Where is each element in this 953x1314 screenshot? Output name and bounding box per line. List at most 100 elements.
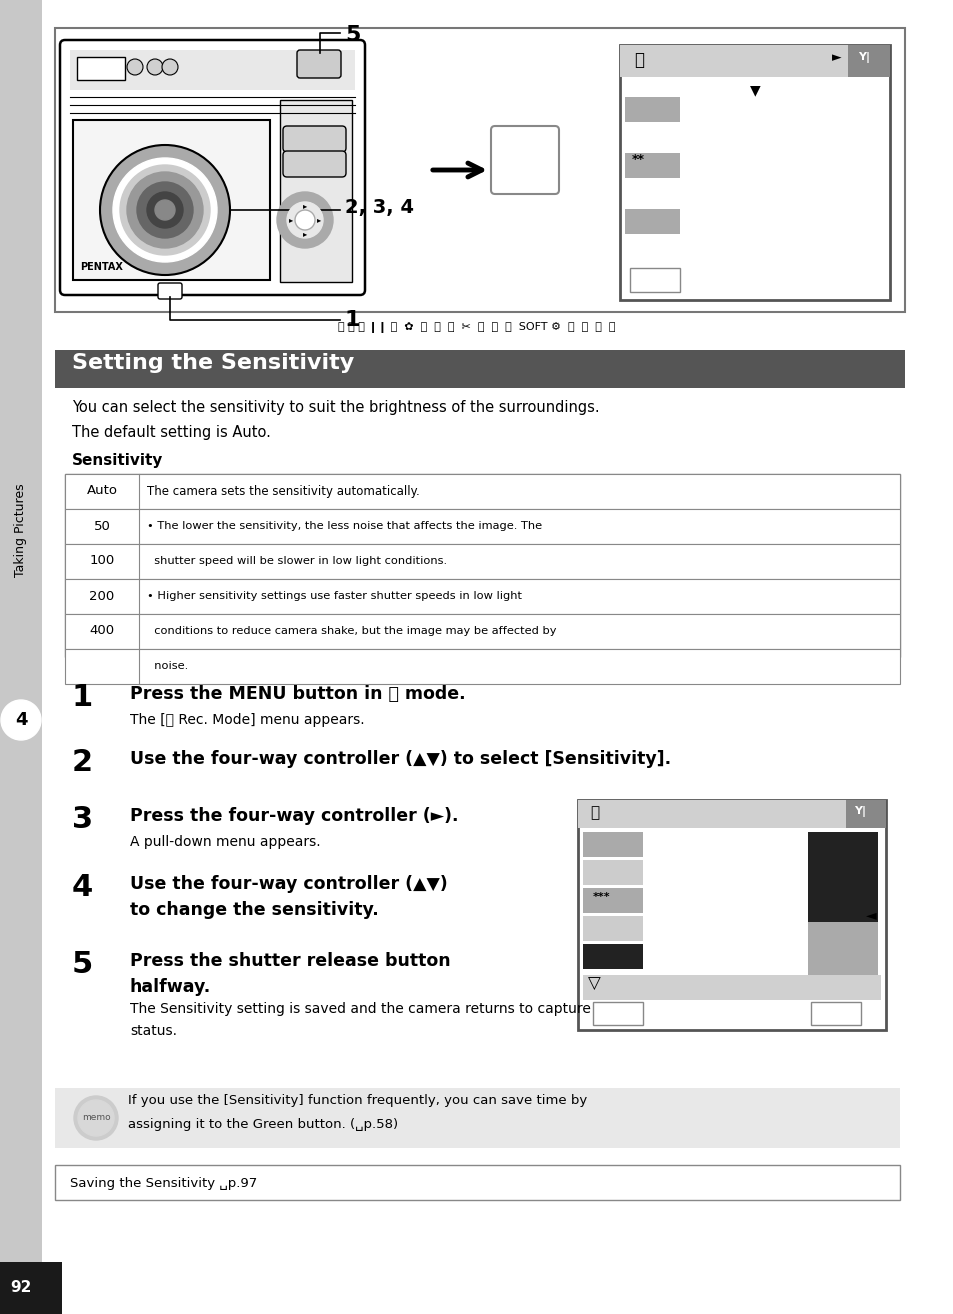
Text: 3: 3 xyxy=(71,805,93,834)
Bar xyxy=(578,800,885,1030)
FancyBboxPatch shape xyxy=(283,126,346,152)
Circle shape xyxy=(1,700,41,740)
Text: **: ** xyxy=(631,152,644,166)
Text: halfway.: halfway. xyxy=(130,978,211,996)
Bar xyxy=(629,268,679,292)
Text: assigning it to the Green button. (␣p.58): assigning it to the Green button. (␣p.58… xyxy=(128,1118,397,1131)
Circle shape xyxy=(294,210,314,230)
Bar xyxy=(619,45,847,78)
Bar xyxy=(55,1088,899,1148)
Text: 1: 1 xyxy=(71,683,93,712)
Text: ▽: ▽ xyxy=(587,975,600,993)
Bar xyxy=(624,125,679,150)
Text: ►: ► xyxy=(831,51,841,64)
Bar xyxy=(65,474,899,509)
Bar xyxy=(65,579,899,614)
Text: Use the four-way controller (▲▼) to select [Sensitivity].: Use the four-way controller (▲▼) to sele… xyxy=(130,750,670,767)
Text: memo: memo xyxy=(82,1113,111,1122)
Circle shape xyxy=(127,172,203,248)
Circle shape xyxy=(162,59,178,75)
Bar xyxy=(55,28,904,311)
Bar xyxy=(582,888,642,913)
Bar xyxy=(582,943,642,968)
Bar xyxy=(65,614,899,649)
Text: PENTAX: PENTAX xyxy=(80,261,123,272)
Bar xyxy=(77,57,125,80)
Text: • The lower the sensitivity, the less noise that affects the image. The: • The lower the sensitivity, the less no… xyxy=(147,520,541,531)
Bar xyxy=(593,1003,642,1025)
Text: ▸: ▸ xyxy=(302,230,307,239)
Text: Ⓜ: Ⓜ xyxy=(589,805,598,820)
Text: A pull-down menu appears.: A pull-down menu appears. xyxy=(130,834,320,849)
Bar xyxy=(65,544,899,579)
Text: 4: 4 xyxy=(71,872,93,901)
Text: ***: *** xyxy=(593,892,610,901)
Bar xyxy=(65,474,899,657)
Text: Press the four-way controller (►).: Press the four-way controller (►). xyxy=(130,807,458,825)
FancyBboxPatch shape xyxy=(158,283,182,300)
Text: 5: 5 xyxy=(71,950,93,979)
Text: 92: 92 xyxy=(10,1281,31,1296)
Text: Press the MENU button in Ⓜ mode.: Press the MENU button in Ⓜ mode. xyxy=(130,685,465,703)
Bar xyxy=(582,916,642,941)
Text: 50: 50 xyxy=(93,519,111,532)
Text: Ⓟ 🏙 👤 ❙❙ ⛰  ✿  🧖  🎢  🏰  ✂  🔒  🤝  Ⓜ  SOFT ⚙  📽  👦  🍴  🏛: Ⓟ 🏙 👤 ❙❙ ⛰ ✿ 🧖 🎢 🏰 ✂ 🔒 🤝 Ⓜ SOFT ⚙ 📽 👦 🍴 … xyxy=(338,322,615,332)
Bar xyxy=(624,237,679,261)
Bar xyxy=(0,0,42,1314)
Text: 1: 1 xyxy=(345,310,360,330)
Circle shape xyxy=(287,202,323,238)
Text: ◄: ◄ xyxy=(865,908,876,922)
Text: Press the shutter release button: Press the shutter release button xyxy=(130,953,450,970)
Circle shape xyxy=(127,59,143,75)
Text: Saving the Sensitivity ␣p.97: Saving the Sensitivity ␣p.97 xyxy=(70,1176,257,1189)
Text: ▸: ▸ xyxy=(289,215,293,225)
Bar xyxy=(847,45,889,78)
Bar xyxy=(619,45,889,300)
Bar xyxy=(810,1003,861,1025)
Text: noise.: noise. xyxy=(147,661,188,671)
Text: Y|: Y| xyxy=(857,53,869,63)
Circle shape xyxy=(100,145,230,275)
Text: 2, 3, 4: 2, 3, 4 xyxy=(345,198,414,217)
Circle shape xyxy=(147,59,163,75)
Circle shape xyxy=(74,1096,118,1141)
Bar xyxy=(70,50,355,89)
Bar xyxy=(280,100,352,283)
Text: The [Ⓜ Rec. Mode] menu appears.: The [Ⓜ Rec. Mode] menu appears. xyxy=(130,714,364,727)
Text: If you use the [Sensitivity] function frequently, you can save time by: If you use the [Sensitivity] function fr… xyxy=(128,1095,587,1106)
Text: to change the sensitivity.: to change the sensitivity. xyxy=(130,901,378,918)
Bar xyxy=(807,832,877,922)
Circle shape xyxy=(276,192,333,248)
Text: • Higher sensitivity settings use faster shutter speeds in low light: • Higher sensitivity settings use faster… xyxy=(147,591,521,600)
Text: Sensitivity: Sensitivity xyxy=(71,453,163,468)
Text: The default setting is Auto.: The default setting is Auto. xyxy=(71,424,271,440)
Text: The camera sets the sensitivity automatically.: The camera sets the sensitivity automati… xyxy=(147,485,419,498)
Bar xyxy=(807,922,877,978)
FancyBboxPatch shape xyxy=(283,151,346,177)
Circle shape xyxy=(147,192,183,229)
FancyBboxPatch shape xyxy=(296,50,340,78)
Bar xyxy=(65,509,899,544)
Text: status.: status. xyxy=(130,1024,177,1038)
Bar xyxy=(624,181,679,206)
Circle shape xyxy=(78,1100,113,1137)
Circle shape xyxy=(154,200,174,219)
Text: Setting the Sensitivity: Setting the Sensitivity xyxy=(71,353,354,373)
Bar xyxy=(73,120,270,280)
Bar xyxy=(582,859,642,886)
Text: 100: 100 xyxy=(90,555,114,568)
Text: shutter speed will be slower in low light conditions.: shutter speed will be slower in low ligh… xyxy=(147,556,447,566)
Bar xyxy=(0,1261,62,1314)
Text: 4: 4 xyxy=(14,711,28,729)
Bar xyxy=(55,1166,899,1200)
Bar xyxy=(582,975,880,1000)
Text: The Sensitivity setting is saved and the camera returns to capture: The Sensitivity setting is saved and the… xyxy=(130,1003,590,1016)
FancyBboxPatch shape xyxy=(60,39,365,296)
Bar xyxy=(845,800,885,828)
Text: ▼: ▼ xyxy=(749,83,760,97)
Text: ▸: ▸ xyxy=(316,215,321,225)
Circle shape xyxy=(137,183,193,238)
Bar xyxy=(65,649,899,685)
Text: You can select the sensitivity to suit the brightness of the surroundings.: You can select the sensitivity to suit t… xyxy=(71,399,599,415)
Circle shape xyxy=(112,158,216,261)
